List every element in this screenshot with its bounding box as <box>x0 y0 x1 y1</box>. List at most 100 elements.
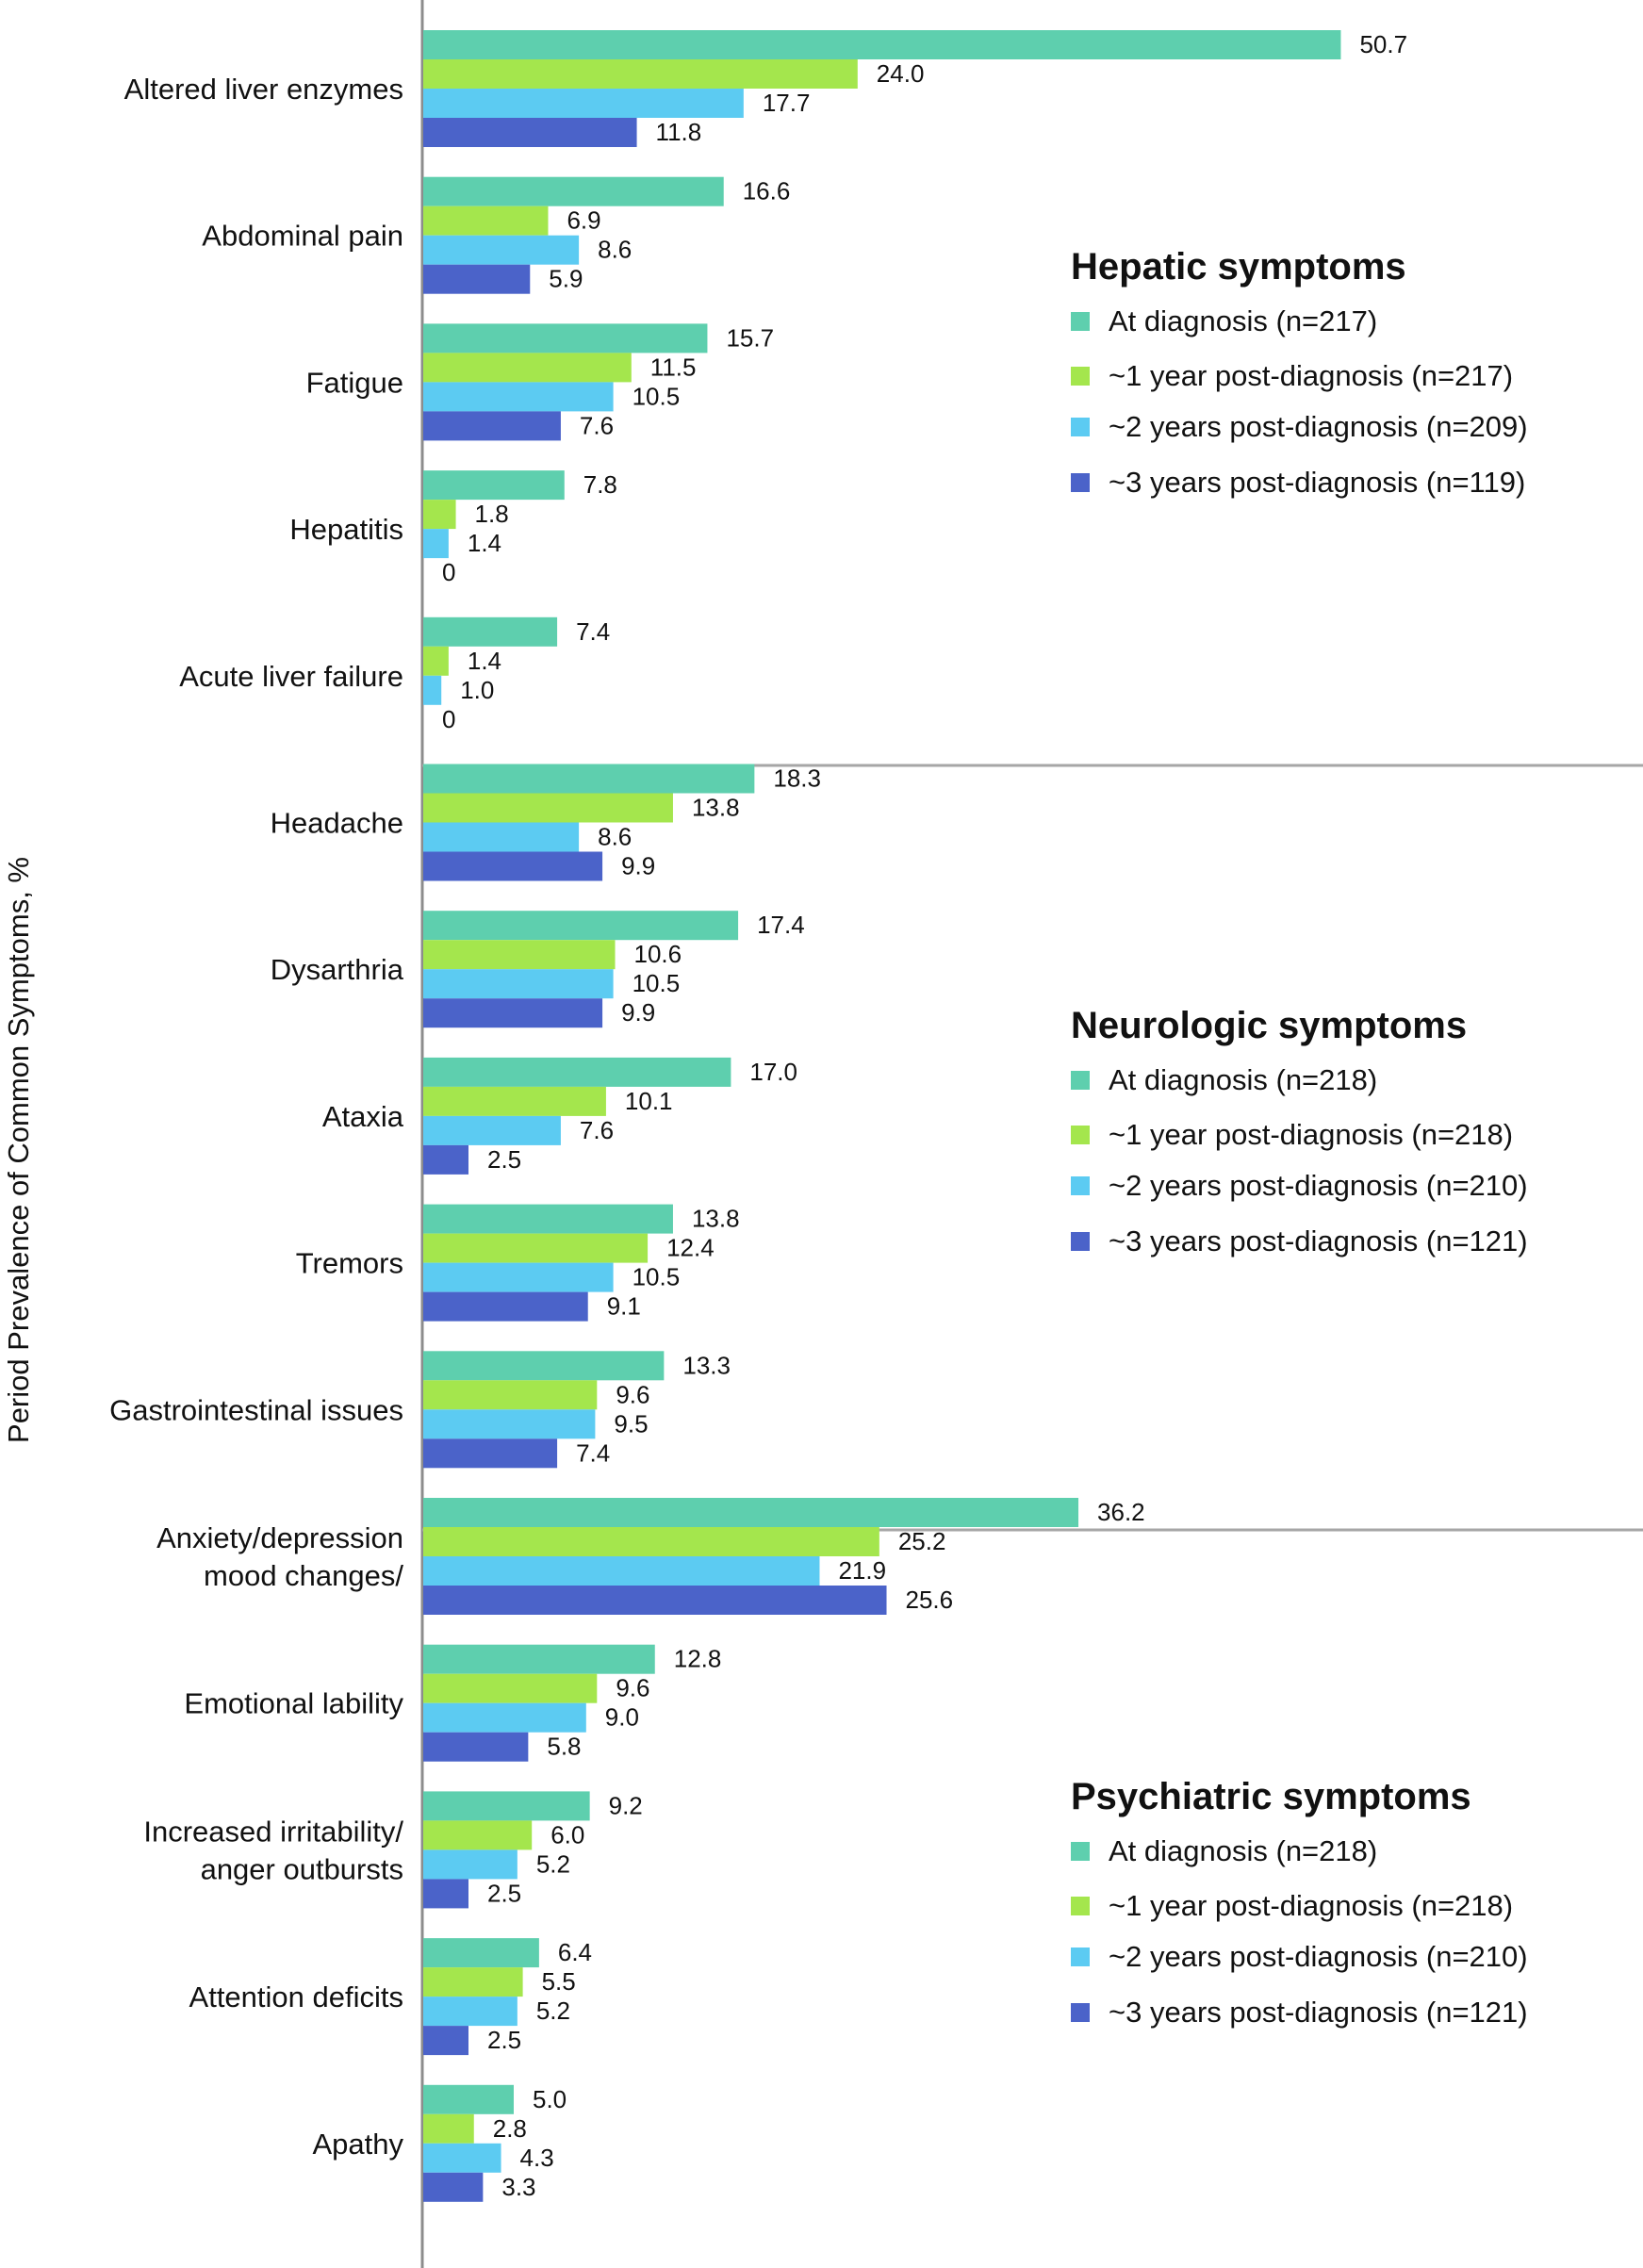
legend-swatch <box>1071 312 1090 331</box>
legend-entry: At diagnosis (n=218) <box>1109 1834 1377 1867</box>
bar <box>423 793 673 823</box>
bar <box>423 1820 533 1850</box>
bar <box>423 1498 1079 1527</box>
legend-swatch <box>1071 1126 1090 1144</box>
bar <box>423 1409 596 1439</box>
bar <box>423 1204 673 1234</box>
bar <box>423 1556 820 1586</box>
category-label: Dysarthria <box>271 953 404 986</box>
bar-value-label: 13.3 <box>682 1351 731 1379</box>
bar <box>423 1732 529 1762</box>
bar <box>423 1644 655 1674</box>
legend-entry: ~1 year post-diagnosis (n=218) <box>1109 1889 1513 1922</box>
legend-swatch <box>1071 1842 1090 1861</box>
bar-value-label: 9.9 <box>621 998 655 1027</box>
legend-entry: ~2 years post-diagnosis (n=209) <box>1109 410 1528 443</box>
bar-value-label: 5.8 <box>547 1733 581 1761</box>
legend-swatch <box>1071 418 1090 436</box>
category-label: Ataxia <box>322 1100 404 1133</box>
bar-value-label: 1.4 <box>468 647 501 675</box>
bar <box>423 323 708 353</box>
bar-value-label: 0 <box>442 705 455 733</box>
bar-value-label: 17.7 <box>763 89 811 117</box>
bar-value-label: 36.2 <box>1097 1498 1145 1526</box>
bar <box>423 59 858 89</box>
bar <box>423 205 549 236</box>
bar-value-label: 5.2 <box>536 1849 570 1878</box>
bar <box>423 2026 468 2056</box>
bar-value-label: 2.8 <box>493 2114 527 2143</box>
category-label: Hepatitis <box>289 513 403 546</box>
legend-title: Neurologic symptoms <box>1071 1005 1467 1046</box>
legend-swatch <box>1071 473 1090 492</box>
bar <box>423 1967 523 1997</box>
bar-value-label: 7.4 <box>576 617 610 646</box>
bar <box>423 2143 501 2173</box>
bar-value-label: 10.6 <box>634 940 682 968</box>
category-label: Fatigue <box>306 366 403 399</box>
bar-value-label: 5.5 <box>542 1967 576 1996</box>
bar-value-label: 50.7 <box>1359 30 1407 58</box>
legend-entry: ~3 years post-diagnosis (n=119) <box>1109 466 1525 499</box>
bar-value-label: 16.6 <box>743 177 791 205</box>
category-label: Emotional lability <box>184 1687 403 1720</box>
bar-value-label: 9.6 <box>616 1674 649 1702</box>
bar <box>423 176 724 206</box>
bar-value-label: 7.8 <box>583 470 617 499</box>
bar <box>423 118 637 147</box>
bar-value-label: 5.9 <box>549 265 583 293</box>
legend-swatch <box>1071 1948 1090 1966</box>
bar <box>423 1586 887 1615</box>
bar-value-label: 4.3 <box>520 2144 554 2172</box>
bar <box>423 1086 606 1116</box>
bar <box>423 1849 518 1880</box>
legend-entry: ~2 years post-diagnosis (n=210) <box>1109 1940 1528 1973</box>
bar <box>423 1702 586 1733</box>
bar-value-label: 17.4 <box>757 911 805 939</box>
bar-value-label: 13.8 <box>692 794 740 822</box>
bar <box>423 764 755 794</box>
bar-value-label: 12.8 <box>674 1645 722 1673</box>
bar <box>423 1380 598 1410</box>
bar-value-label: 21.9 <box>838 1556 886 1585</box>
bar <box>423 1351 665 1381</box>
bar <box>423 1997 518 2027</box>
bar <box>423 940 616 970</box>
bar-value-label: 1.0 <box>460 676 494 704</box>
bar-value-label: 6.0 <box>550 1820 584 1849</box>
bar-value-label: 8.6 <box>598 823 632 851</box>
y-axis-label: Period Prevalence of Common Symptoms, % <box>2 857 35 1443</box>
bar-value-label: 18.3 <box>773 764 821 793</box>
bar <box>423 529 449 559</box>
bar-value-label: 6.9 <box>567 206 600 235</box>
legend-swatch <box>1071 2003 1090 2022</box>
bar-value-label: 8.6 <box>598 236 632 264</box>
bar-value-label: 25.6 <box>906 1586 954 1614</box>
bar-value-label: 11.5 <box>650 353 697 381</box>
legend-entry: ~1 year post-diagnosis (n=217) <box>1109 359 1513 392</box>
bar <box>423 1262 614 1292</box>
bar-value-label: 6.4 <box>558 1938 592 1966</box>
legend-swatch <box>1071 1232 1090 1251</box>
bar <box>423 1938 539 1968</box>
bar-value-label: 9.2 <box>609 1791 643 1819</box>
bar-value-label: 9.6 <box>616 1380 649 1408</box>
category-label: Acute liver failure <box>179 660 403 693</box>
bar <box>423 616 558 647</box>
category-label: Altered liver enzymes <box>124 73 403 106</box>
bar <box>423 1291 588 1322</box>
bar-value-label: 9.9 <box>621 852 655 880</box>
legend-entry: ~2 years post-diagnosis (n=210) <box>1109 1169 1528 1202</box>
bar <box>423 822 580 852</box>
legend-swatch <box>1071 1176 1090 1195</box>
bar-value-label: 13.8 <box>692 1205 740 1233</box>
bar-value-label: 11.8 <box>656 118 702 146</box>
bar <box>423 1879 468 1909</box>
bar-value-label: 2.5 <box>487 1145 521 1174</box>
bar <box>423 235 580 265</box>
category-label: Apathy <box>312 2128 403 2161</box>
category-label: Attention deficits <box>189 1980 403 2013</box>
bar-value-label: 5.0 <box>533 2085 567 2113</box>
bar-value-label: 10.5 <box>633 969 681 997</box>
bar-value-label: 7.6 <box>580 411 614 439</box>
